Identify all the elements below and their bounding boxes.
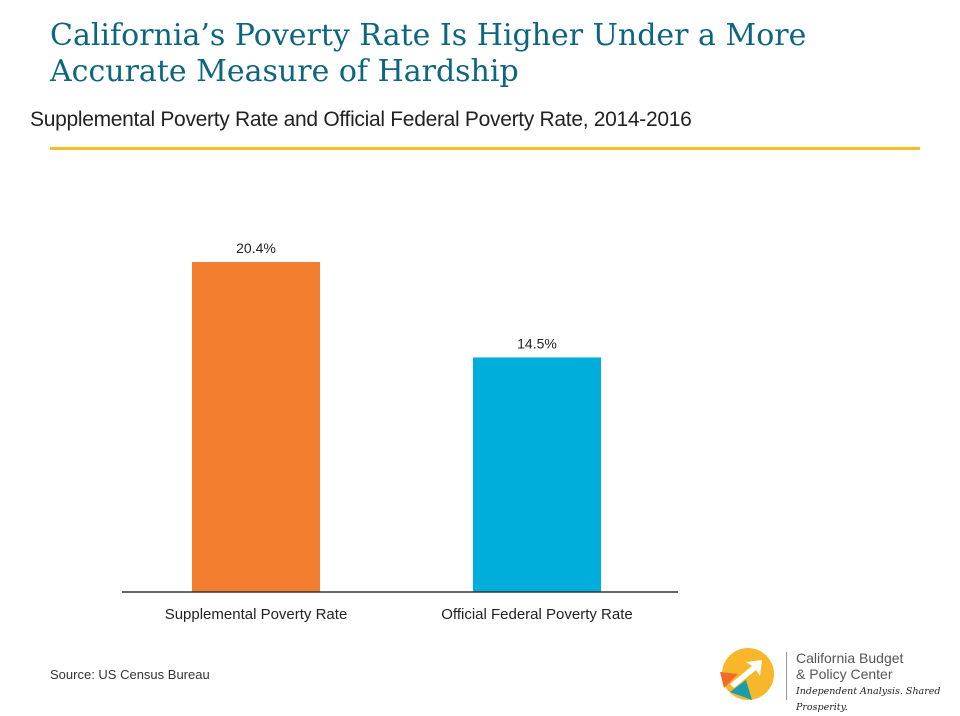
data-label-1: 14.5%	[517, 335, 557, 351]
logo-mark-icon	[720, 648, 774, 700]
bar-chart: 20.4% Supplemental Poverty Rate 14.5% Offic…	[122, 240, 678, 623]
logo: California Budget & Policy Center Indepe…	[716, 648, 956, 713]
x-tick-label-0: Supplemental Poverty Rate	[165, 606, 348, 623]
bar-0	[192, 262, 320, 592]
bar-1	[473, 357, 601, 592]
divider	[50, 147, 920, 150]
logo-line2: & Policy Center	[796, 666, 893, 682]
x-tick-label-1: Official Federal Poverty Rate	[441, 606, 632, 623]
logo-line1: California Budget	[796, 650, 904, 666]
data-label-0: 20.4%	[236, 240, 276, 256]
chart-subtitle: Supplemental Poverty Rate and Official F…	[30, 108, 692, 131]
chart-title: California’s Poverty Rate Is Higher Unde…	[50, 18, 807, 89]
logo-tagline: Independent Analysis. Shared Prosperity.	[796, 686, 941, 713]
source-note: Source: US Census Bureau	[50, 667, 210, 682]
